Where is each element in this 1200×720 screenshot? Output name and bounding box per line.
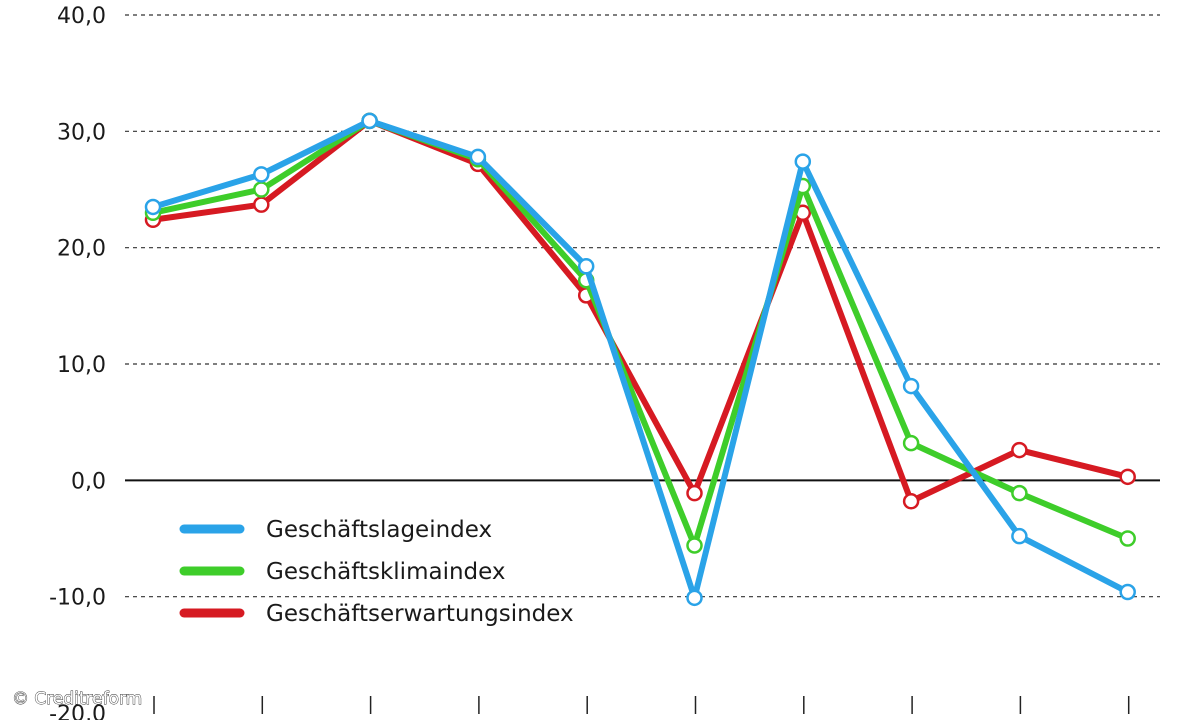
data-point (1119, 583, 1136, 601)
legend: Geschäftslageindex Geschäftsklimaindex Ges… (179, 517, 574, 627)
data-point (686, 589, 703, 607)
y-tick-label: -10,0 (49, 586, 106, 611)
credit-label: © Creditreform (12, 689, 142, 709)
data-point (253, 166, 270, 183)
series-lines (144, 112, 1136, 607)
y-tick-label: 0,0 (71, 469, 106, 494)
data-point (686, 484, 703, 502)
data-point (1011, 484, 1028, 502)
data-point (1119, 468, 1136, 486)
data-point (144, 198, 162, 216)
data-point (253, 181, 270, 198)
data-point (577, 258, 595, 275)
data-point (902, 377, 920, 395)
data-point (1119, 530, 1136, 547)
legend-label: Geschäftslageindex (266, 517, 492, 543)
series-line (150, 117, 1131, 601)
series-1 (144, 112, 1136, 607)
data-point (902, 434, 920, 452)
y-tick-label: 10,0 (57, 353, 106, 378)
legend-item: Geschäftserwartungsindex (179, 601, 574, 627)
data-point (1011, 441, 1028, 459)
legend-label: Geschäftsklimaindex (266, 559, 506, 585)
series-line (150, 117, 1131, 549)
x-axis-ticks (153, 696, 1130, 714)
legend-item: Geschäftsklimaindex (179, 559, 506, 585)
legend-label: Geschäftserwartungsindex (266, 601, 574, 627)
y-tick-label: 30,0 (57, 120, 106, 145)
y-axis-tick-labels: 40,0 30,0 20,0 10,0 0,0 -10,0 -20,0 (49, 4, 106, 720)
y-tick-label: -20,0 (49, 702, 106, 720)
legend-item: Geschäftslageindex (179, 517, 492, 543)
y-tick-label: 20,0 (57, 237, 106, 262)
data-point (469, 148, 487, 166)
y-tick-label: 40,0 (57, 4, 106, 29)
series-3 (144, 112, 1136, 510)
data-point (253, 196, 270, 213)
series-line (150, 117, 1131, 505)
data-point (1011, 527, 1028, 545)
data-point (794, 153, 812, 170)
data-point (361, 112, 378, 130)
grid-lines (125, 14, 1160, 598)
data-point (686, 537, 703, 554)
data-point (902, 493, 920, 510)
